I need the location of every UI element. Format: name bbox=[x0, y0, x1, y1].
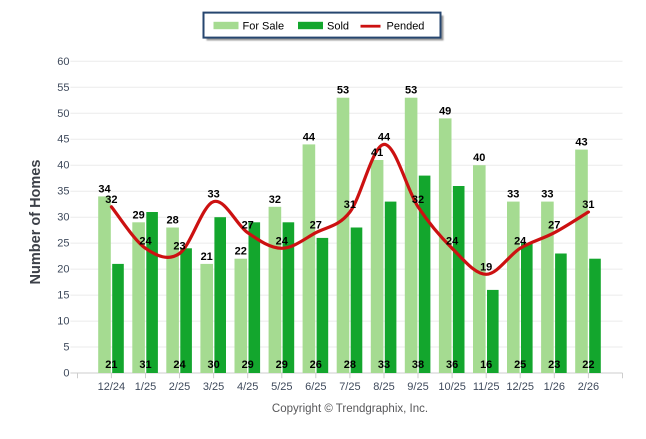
svg-text:23: 23 bbox=[173, 241, 185, 253]
svg-text:12/24: 12/24 bbox=[98, 381, 126, 393]
svg-text:24: 24 bbox=[173, 359, 186, 371]
svg-text:55: 55 bbox=[57, 82, 69, 94]
svg-text:60: 60 bbox=[57, 56, 69, 68]
svg-text:36: 36 bbox=[446, 359, 458, 371]
svg-text:10: 10 bbox=[57, 316, 69, 328]
svg-text:33: 33 bbox=[207, 189, 219, 201]
svg-text:7/25: 7/25 bbox=[339, 381, 360, 393]
svg-text:Number of Homes: Number of Homes bbox=[28, 160, 44, 285]
svg-text:20: 20 bbox=[57, 264, 69, 276]
svg-text:34: 34 bbox=[98, 183, 111, 195]
svg-text:0: 0 bbox=[63, 368, 69, 380]
svg-text:50: 50 bbox=[57, 108, 69, 120]
svg-text:26: 26 bbox=[310, 359, 322, 371]
svg-text:29: 29 bbox=[276, 359, 288, 371]
svg-text:44: 44 bbox=[303, 131, 316, 143]
svg-text:33: 33 bbox=[378, 359, 390, 371]
svg-text:19: 19 bbox=[480, 261, 492, 273]
svg-text:49: 49 bbox=[439, 105, 451, 117]
svg-text:24: 24 bbox=[139, 235, 152, 247]
svg-text:15: 15 bbox=[57, 290, 69, 302]
svg-text:53: 53 bbox=[337, 85, 349, 97]
svg-text:28: 28 bbox=[344, 359, 356, 371]
svg-text:24: 24 bbox=[514, 235, 527, 247]
svg-text:45: 45 bbox=[57, 134, 69, 146]
svg-text:1/26: 1/26 bbox=[544, 381, 565, 393]
svg-text:29: 29 bbox=[132, 209, 144, 221]
svg-text:2/25: 2/25 bbox=[169, 381, 190, 393]
svg-text:6/25: 6/25 bbox=[305, 381, 326, 393]
svg-text:40: 40 bbox=[473, 152, 485, 164]
svg-text:31: 31 bbox=[139, 359, 151, 371]
svg-text:27: 27 bbox=[548, 220, 560, 232]
svg-text:21: 21 bbox=[201, 251, 213, 263]
svg-text:32: 32 bbox=[105, 194, 117, 206]
svg-text:31: 31 bbox=[582, 199, 594, 211]
svg-text:33: 33 bbox=[541, 189, 553, 201]
svg-text:53: 53 bbox=[405, 85, 417, 97]
svg-text:43: 43 bbox=[575, 137, 587, 149]
svg-text:Pended: Pended bbox=[387, 21, 425, 33]
svg-text:29: 29 bbox=[242, 359, 254, 371]
svg-text:5: 5 bbox=[63, 342, 69, 354]
svg-text:11/25: 11/25 bbox=[473, 381, 500, 393]
svg-text:24: 24 bbox=[446, 235, 459, 247]
svg-text:For Sale: For Sale bbox=[243, 21, 285, 33]
svg-text:30: 30 bbox=[207, 359, 219, 371]
svg-text:27: 27 bbox=[242, 220, 254, 232]
svg-text:Sold: Sold bbox=[327, 21, 349, 33]
svg-text:9/25: 9/25 bbox=[407, 381, 428, 393]
svg-text:40: 40 bbox=[57, 160, 69, 172]
svg-text:31: 31 bbox=[344, 199, 356, 211]
svg-text:8/25: 8/25 bbox=[373, 381, 394, 393]
svg-text:38: 38 bbox=[412, 359, 424, 371]
svg-text:32: 32 bbox=[269, 194, 281, 206]
svg-text:Copyright © Trendgraphix, Inc.: Copyright © Trendgraphix, Inc. bbox=[272, 403, 428, 415]
svg-text:25: 25 bbox=[57, 238, 69, 250]
svg-text:41: 41 bbox=[371, 147, 383, 159]
svg-text:33: 33 bbox=[507, 189, 519, 201]
svg-text:23: 23 bbox=[548, 359, 560, 371]
svg-text:25: 25 bbox=[514, 359, 526, 371]
svg-text:4/25: 4/25 bbox=[237, 381, 258, 393]
svg-text:24: 24 bbox=[276, 235, 289, 247]
svg-text:22: 22 bbox=[582, 359, 594, 371]
svg-text:5/25: 5/25 bbox=[271, 381, 292, 393]
svg-text:30: 30 bbox=[57, 212, 69, 224]
svg-text:27: 27 bbox=[310, 220, 322, 232]
svg-text:1/25: 1/25 bbox=[135, 381, 156, 393]
svg-text:35: 35 bbox=[57, 186, 69, 198]
svg-text:10/25: 10/25 bbox=[438, 381, 466, 393]
svg-text:44: 44 bbox=[378, 131, 391, 143]
svg-text:22: 22 bbox=[235, 246, 247, 258]
svg-text:16: 16 bbox=[480, 359, 492, 371]
svg-text:2/26: 2/26 bbox=[578, 381, 599, 393]
svg-text:3/25: 3/25 bbox=[203, 381, 224, 393]
svg-text:12/25: 12/25 bbox=[506, 381, 534, 393]
svg-text:32: 32 bbox=[412, 194, 424, 206]
svg-text:28: 28 bbox=[166, 215, 178, 227]
svg-text:21: 21 bbox=[105, 359, 117, 371]
